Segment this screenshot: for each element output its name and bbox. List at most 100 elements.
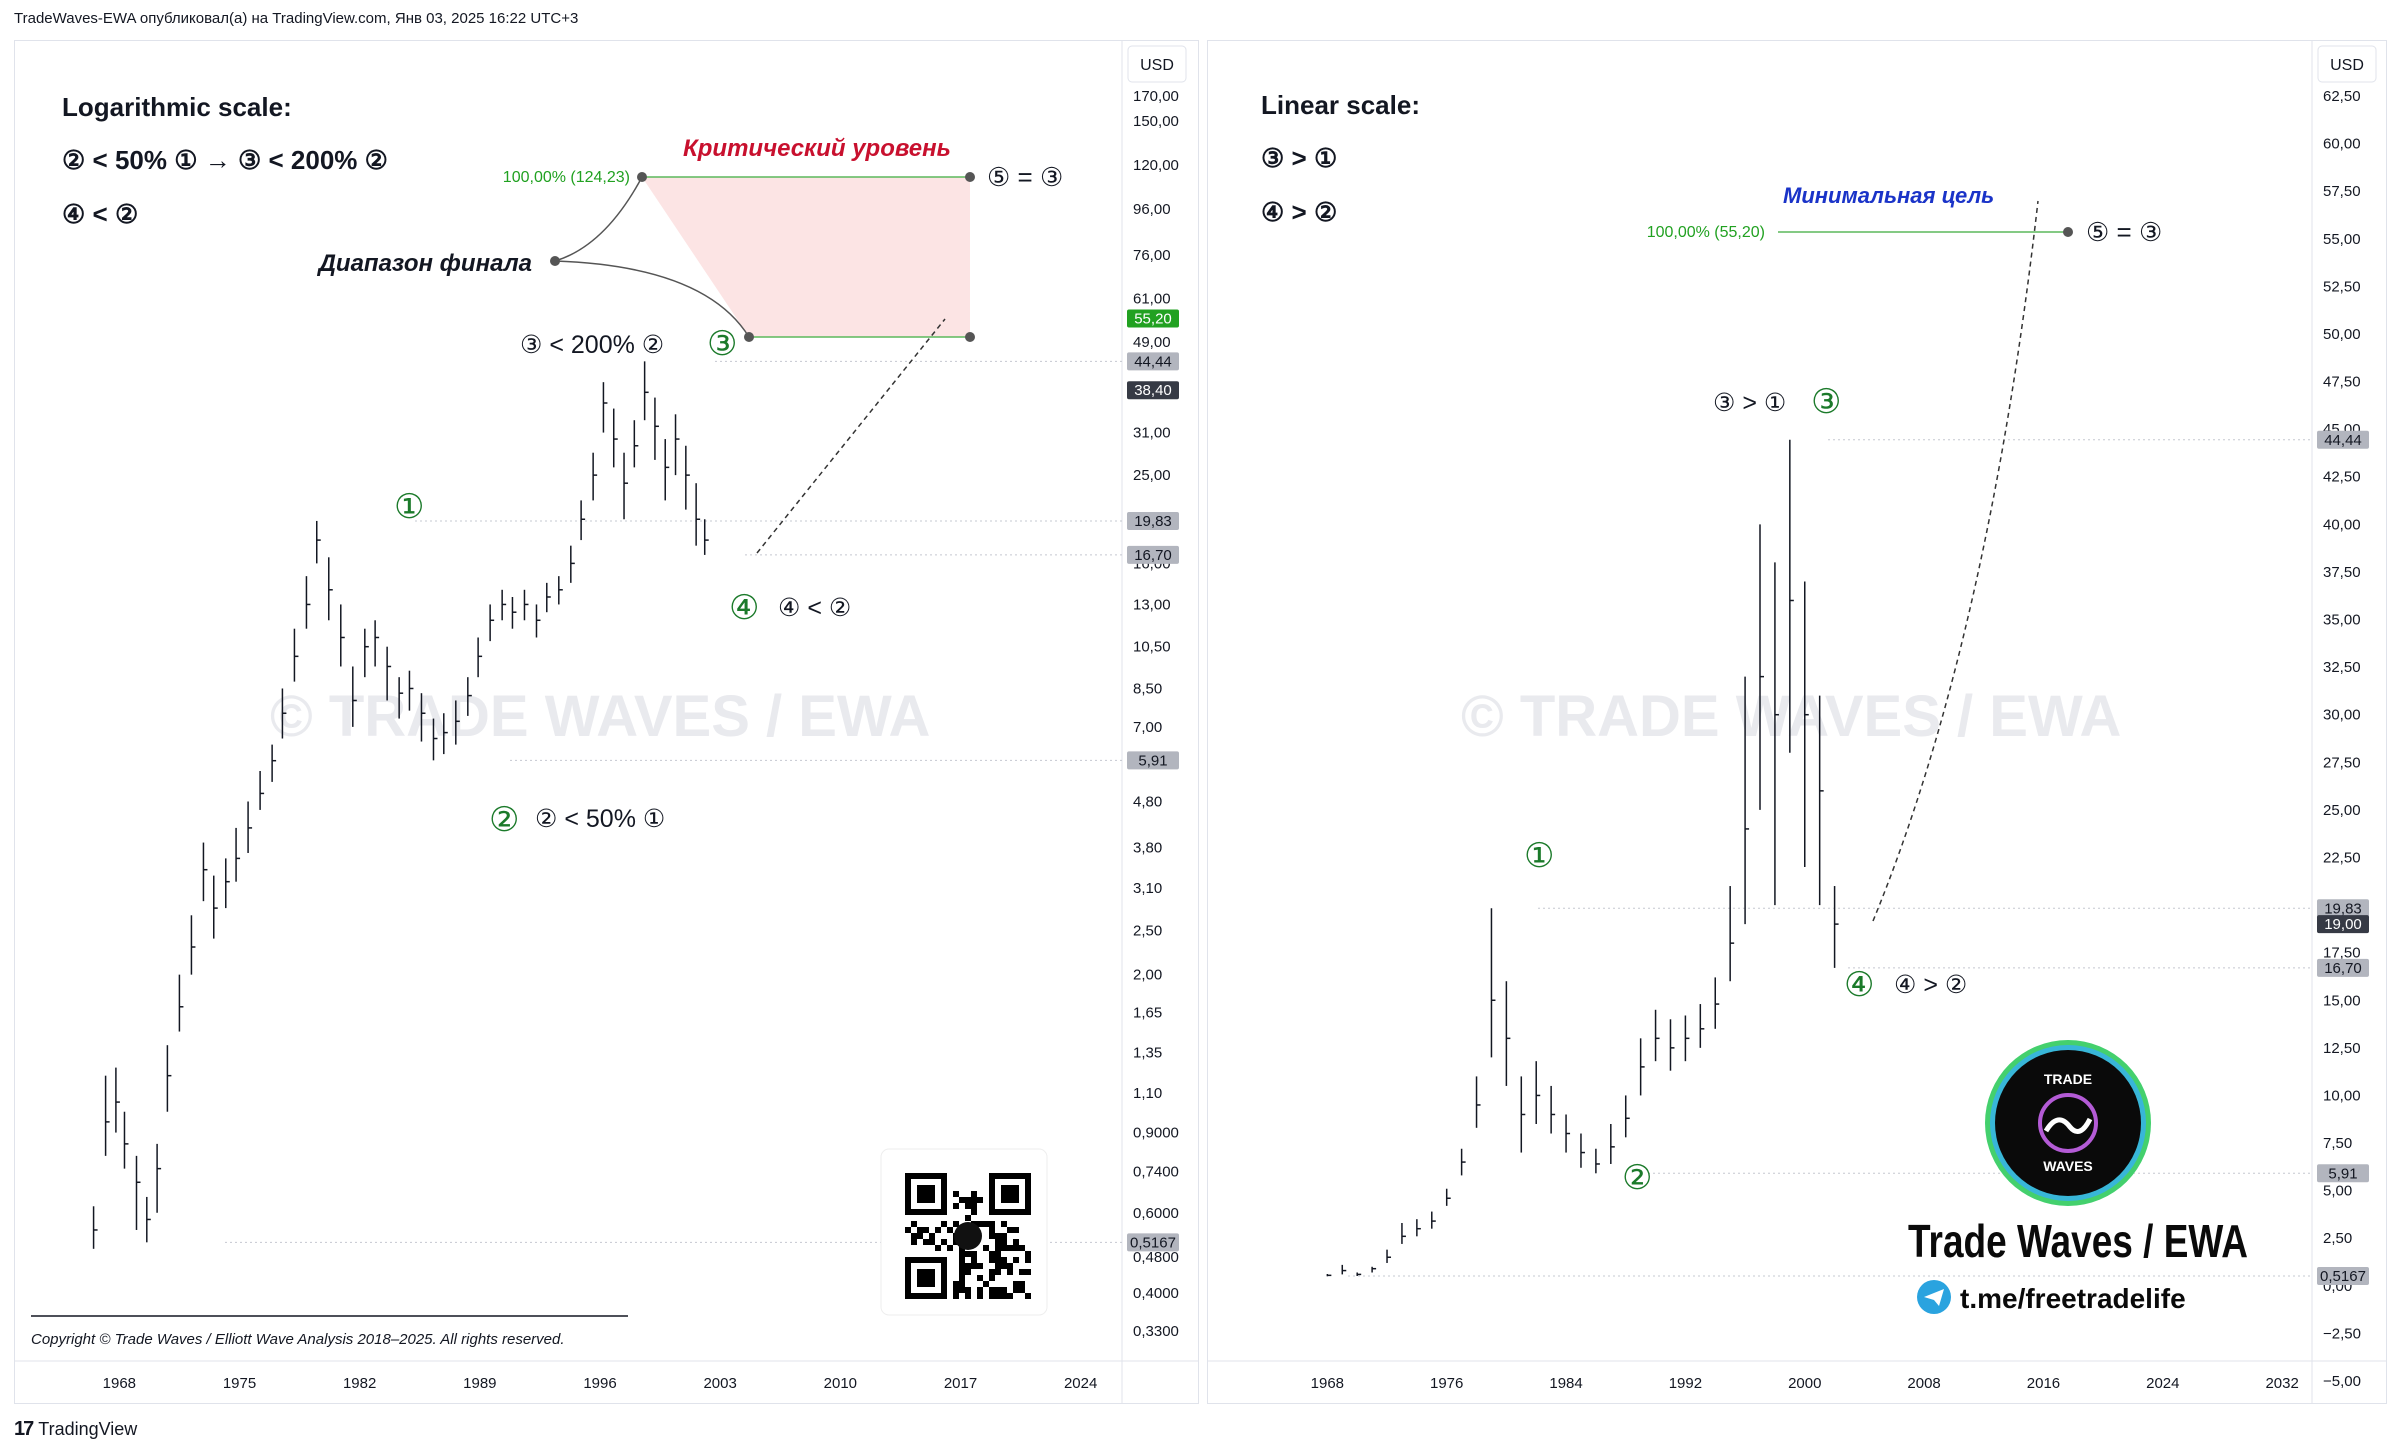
wave-2-label: ②	[1622, 1159, 1652, 1197]
final-range-curve-top	[554, 176, 643, 262]
y-tick-label: 50,00	[2323, 326, 2361, 343]
y-tick-label: 31,00	[1133, 425, 1171, 442]
y-tick-label: 1,10	[1133, 1085, 1162, 1102]
y-tick-label: 25,00	[2323, 802, 2361, 819]
x-tick-label: 2003	[703, 1375, 736, 1392]
y-tick-label: 15,00	[2323, 992, 2361, 1009]
y-tick-label: 3,10	[1133, 880, 1162, 897]
y-tick-label: 120,00	[1133, 157, 1179, 174]
x-tick-label: 1992	[1669, 1375, 1702, 1392]
copyright-text: Copyright © Trade Waves / Elliott Wave A…	[31, 1331, 565, 1348]
y-tick-label: 62,50	[2323, 88, 2361, 105]
y-tick-label: 0,4000	[1133, 1285, 1179, 1302]
chart-title-linear: Linear scale:	[1261, 90, 1420, 120]
wave3-note: ③ > ①	[1713, 389, 1786, 417]
x-tick-label: 1984	[1549, 1375, 1582, 1392]
wave-3-label: ③	[707, 325, 737, 363]
y-tick-label: 25,00	[1133, 467, 1171, 484]
final-range-label: Диапазон финала	[317, 250, 532, 277]
y-tick-label: 10,50	[1133, 639, 1171, 656]
brand-link[interactable]: t.me/freetradelife	[1960, 1283, 2186, 1314]
rule-2: ④ > ②	[1261, 197, 1337, 227]
chart-title-log: Logarithmic scale:	[62, 92, 292, 122]
y-tick-label: 3,80	[1133, 840, 1162, 857]
rule-1: ② < 50% ① → ③ < 200% ②	[62, 145, 388, 175]
rule-1: ③ > ①	[1261, 143, 1337, 173]
min-target-label: Минимальная цель	[1783, 183, 1994, 208]
price-badge	[2317, 915, 2369, 934]
x-tick-label: 1982	[343, 1375, 376, 1392]
y-tick-label: 0,7400	[1133, 1163, 1179, 1180]
y-tick-label: 17,50	[2323, 945, 2361, 962]
chart-panel-linear[interactable]: © TRADE WAVES / EWA Linear scale: ③ > ① …	[1207, 40, 2387, 1404]
y-tick-label: 49,00	[1133, 334, 1171, 351]
y-tick-label: 76,00	[1133, 247, 1171, 264]
currency-label: USD	[1140, 57, 1174, 74]
y-tick-label: 47,50	[2323, 374, 2361, 391]
y-tick-label: 2,00	[1133, 967, 1162, 984]
tradingview-logo-icon: 17	[14, 1418, 34, 1440]
y-tick-label: −2,50	[2323, 1325, 2361, 1342]
wave-1-label: ①	[1524, 837, 1554, 875]
x-tick-label: 2016	[2027, 1375, 2060, 1392]
y-tick-label: 57,50	[2323, 183, 2361, 200]
rule-2: ④ < ②	[62, 199, 138, 229]
critical-level-label: Критический уровень	[683, 135, 951, 162]
price-badge	[2317, 899, 2369, 918]
wave2-note: ② < 50% ①	[535, 805, 665, 833]
y-tick-label: 8,50	[1133, 680, 1162, 697]
x-tick-label: 2010	[824, 1375, 857, 1392]
chart-panel-log[interactable]: © TRADE WAVES / EWA Logarithmic scale: ②…	[14, 40, 1199, 1404]
fib-end-dot	[2063, 227, 2073, 237]
price-badge-label: 55,20	[1134, 310, 1172, 327]
price-badge	[1127, 751, 1179, 770]
trade-waves-logo: TRADE WAVES	[1985, 1040, 2151, 1206]
log-chart-svg[interactable]: © TRADE WAVES / EWA Logarithmic scale: ②…	[15, 41, 1198, 1403]
y-tick-label: 0,3300	[1133, 1323, 1179, 1340]
tradingview-brand: TradingView	[38, 1419, 138, 1439]
x-tick-label: 2024	[1064, 1375, 1097, 1392]
x-tick-label: 1989	[463, 1375, 496, 1392]
y-tick-label: 52,50	[2323, 278, 2361, 295]
y-tick-label: −5,00	[2323, 1373, 2361, 1390]
price-badge-label: 19,83	[2324, 900, 2362, 917]
critical-zone	[642, 177, 970, 337]
y-tick-label: 61,00	[1133, 291, 1171, 308]
linear-chart-svg[interactable]: © TRADE WAVES / EWA Linear scale: ③ > ① …	[1208, 41, 2386, 1403]
price-badge	[2317, 430, 2369, 449]
y-tick-label: 96,00	[1133, 201, 1171, 218]
y-tick-label: 1,65	[1133, 1005, 1162, 1022]
target-label: ⑤ = ③	[987, 162, 1063, 192]
currency-button[interactable]	[2317, 45, 2377, 83]
y-tick-label: 7,00	[1133, 719, 1162, 736]
fib-level-label: 100,00% (124,23)	[503, 169, 630, 186]
y-tick-label: 10,00	[2323, 1087, 2361, 1104]
y-tick-label: 0,6000	[1133, 1205, 1179, 1222]
x-tick-label: 1976	[1430, 1375, 1463, 1392]
y-tick-label: 5,00	[2323, 1183, 2352, 1200]
price-badge	[2317, 1266, 2369, 1285]
final-range-dot	[550, 256, 560, 266]
qr-code	[880, 1148, 1048, 1316]
x-tick-label: 2017	[944, 1375, 977, 1392]
y-tick-label: 27,50	[2323, 754, 2361, 771]
telegram-icon	[1917, 1280, 1951, 1314]
y-tick-label: 37,50	[2323, 564, 2361, 581]
brand-name: Trade Waves / EWA	[1908, 1215, 2248, 1267]
price-badge-label: 44,44	[1134, 353, 1172, 370]
publish-header: TradeWaves-EWA опубликовал(а) на Trading…	[14, 10, 579, 27]
price-badge	[2317, 1164, 2369, 1183]
y-tick-label: 7,50	[2323, 1135, 2352, 1152]
price-badge	[1127, 381, 1179, 400]
tradingview-footer[interactable]: 17 TradingView	[14, 1418, 137, 1441]
wave4-note: ④ > ②	[1894, 971, 1967, 999]
price-badge	[1127, 352, 1179, 371]
price-badge	[1127, 511, 1179, 530]
projection-arrow	[1872, 200, 2039, 922]
currency-button[interactable]	[1127, 45, 1187, 83]
y-tick-label: 22,50	[2323, 849, 2361, 866]
final-range-curve-bottom	[554, 260, 750, 338]
x-tick-label: 2032	[2265, 1375, 2298, 1392]
currency-label: USD	[2330, 57, 2364, 74]
y-tick-label: 32,50	[2323, 659, 2361, 676]
